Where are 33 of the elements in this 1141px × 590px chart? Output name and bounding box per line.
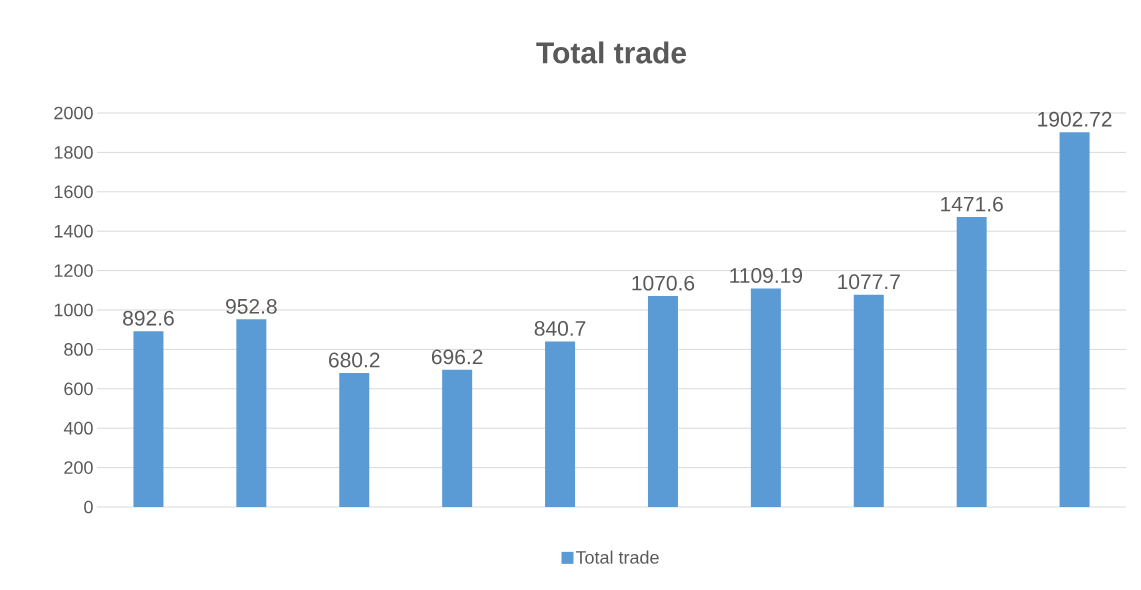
y-tick-label: 800 [64,343,93,356]
y-tick-label: 1800 [54,146,93,159]
y-tick-label: 600 [64,382,93,396]
y-tick-label: 0 [84,500,93,514]
data-label: 892.6 [123,310,174,326]
bar [442,369,473,507]
data-label: 840.7 [534,321,586,336]
bar [545,341,576,507]
y-tick-label: 1200 [54,264,93,277]
bar [236,319,267,507]
y-tick-label: 1000 [54,303,93,317]
bar [647,296,678,507]
bar [133,331,164,507]
bar [853,294,884,507]
y-tick-label: 400 [63,421,93,435]
data-label: 1902.72 [1038,111,1112,127]
legend-label: Total trade [575,550,659,564]
bar [1059,132,1090,507]
y-tick-label: 1600 [54,185,93,199]
data-label: 680.2 [329,352,380,368]
bar [750,288,781,507]
data-label: 952.8 [226,298,277,314]
data-label: 696.2 [431,349,483,365]
data-label: 1471.6 [941,196,1003,212]
chart-title: Total trade [536,41,687,64]
bar [956,217,987,507]
data-label: 1109.19 [730,268,803,283]
y-tick-label: 2000 [54,106,93,120]
data-label: 1077.7 [838,274,900,290]
bar [339,373,370,507]
y-tick-label: 200 [64,461,93,474]
y-tick-label: 1400 [54,224,93,238]
data-label: 1070.6 [632,275,695,291]
